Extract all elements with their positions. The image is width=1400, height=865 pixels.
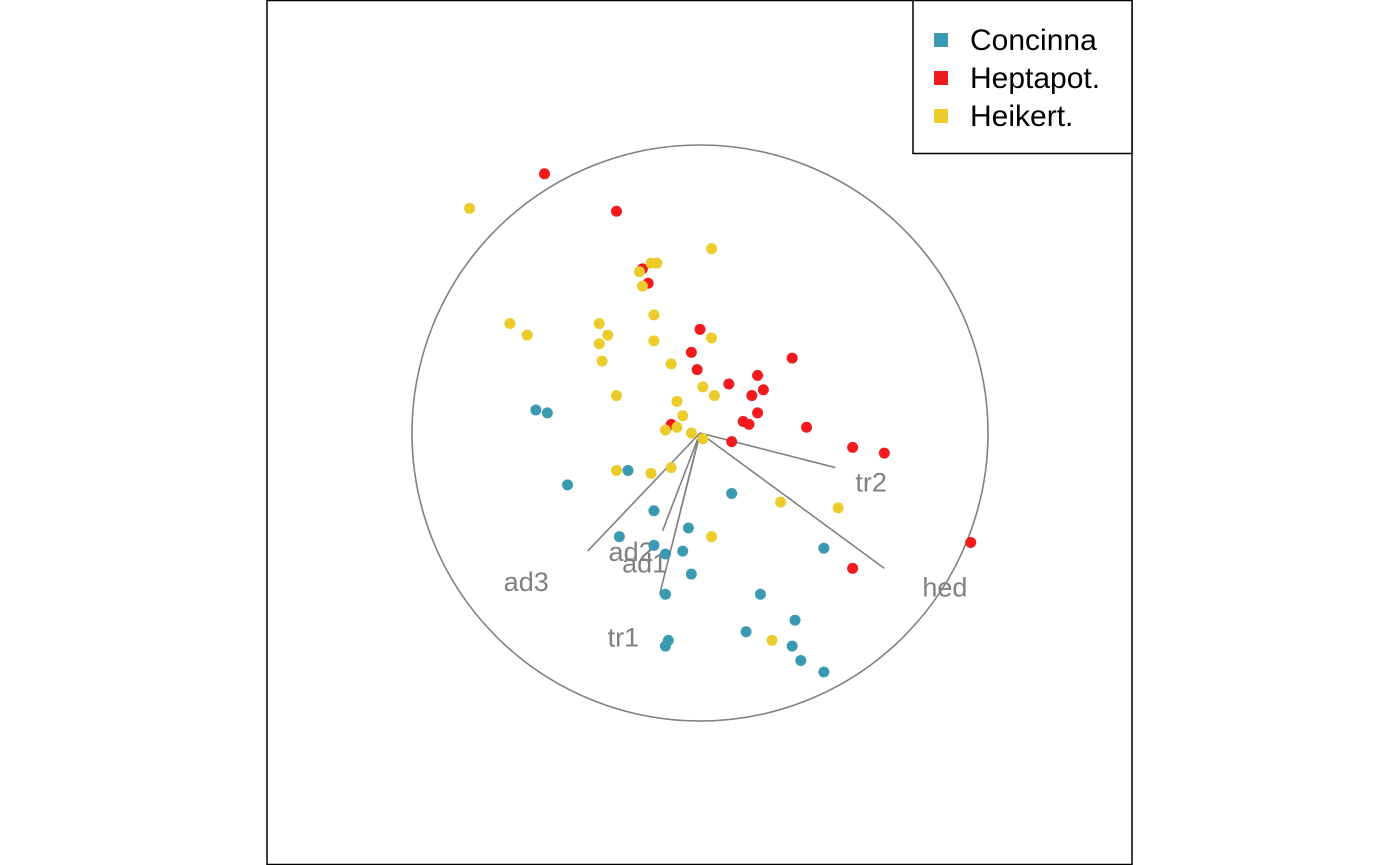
point-heptapot--11 (752, 407, 764, 419)
point-heikert--9 (648, 309, 660, 321)
point-heikert--17 (671, 395, 683, 407)
vector-label-tr2: tr2 (855, 468, 887, 498)
point-heptapot--6 (691, 364, 703, 376)
point-heptapot--21 (726, 436, 738, 448)
point-heikert--10 (636, 280, 648, 292)
point-heptapot--1 (610, 205, 622, 217)
legend-label-1: Heptapot. (970, 62, 1100, 95)
point-heikert--7 (610, 390, 622, 402)
vector-hed (699, 432, 885, 570)
legend-swatch-2 (934, 109, 948, 123)
point-heikert--8 (648, 335, 660, 347)
point-concinna-2 (562, 479, 574, 491)
point-heptapot--18 (878, 447, 890, 459)
point-heptapot--9 (757, 384, 769, 396)
point-heikert--4 (593, 338, 605, 350)
point-heikert--16 (665, 358, 677, 370)
point-heikert--28 (706, 531, 718, 543)
point-heikert--14 (706, 243, 718, 255)
point-heikert--2 (521, 329, 533, 341)
legend-box (912, 0, 1133, 155)
point-heikert--21 (671, 421, 683, 433)
point-heptapot--16 (801, 421, 813, 433)
point-heikert--13 (651, 257, 663, 269)
point-heikert--0 (464, 202, 476, 214)
legend-swatch-1 (934, 71, 948, 85)
vector-label-tr1: tr1 (608, 622, 640, 652)
point-concinna-15 (789, 614, 801, 626)
point-heptapot--20 (847, 562, 859, 574)
point-concinna-11 (659, 588, 671, 600)
vector-label-hed: hed (922, 572, 967, 602)
point-heikert--30 (832, 502, 844, 514)
point-heptapot--0 (538, 168, 550, 180)
point-concinna-1 (541, 407, 553, 419)
point-concinna-4 (648, 505, 660, 517)
point-heikert--27 (665, 462, 677, 474)
point-heikert--3 (593, 318, 605, 330)
point-concinna-14 (818, 542, 830, 554)
vector-ad3 (587, 432, 701, 552)
point-heikert--11 (634, 266, 646, 278)
point-concinna-0 (530, 404, 542, 416)
point-concinna-13 (754, 588, 766, 600)
point-heikert--19 (685, 427, 697, 439)
point-heptapot--5 (685, 346, 697, 358)
point-concinna-12 (726, 487, 738, 499)
point-concinna-6 (648, 539, 660, 551)
point-concinna-9 (677, 545, 689, 557)
point-heptapot--8 (752, 369, 764, 381)
point-concinna-18 (740, 626, 752, 638)
vector-ad2 (661, 432, 701, 532)
legend-swatch-0 (934, 33, 948, 47)
vector-label-ad3: ad3 (504, 567, 549, 597)
point-heptapot--10 (746, 390, 758, 402)
point-heikert--6 (596, 355, 608, 367)
point-heikert--20 (697, 433, 709, 445)
point-concinna-19 (795, 655, 807, 667)
point-heikert--24 (708, 390, 720, 402)
vector-label-ad2: ad2 (609, 537, 654, 567)
vector-tr1 (658, 432, 701, 595)
point-concinna-16 (786, 640, 798, 652)
point-heikert--25 (610, 464, 622, 476)
point-heikert--31 (766, 634, 778, 646)
point-heptapot--19 (965, 536, 977, 548)
legend: Concinna Heptapot. Heikert. (912, 0, 1133, 155)
legend-label-2: Heikert. (970, 100, 1073, 133)
point-concinna-5 (613, 531, 625, 543)
correlation-circle (411, 144, 989, 722)
point-heptapot--4 (694, 323, 706, 335)
point-heptapot--15 (786, 352, 798, 364)
vector-label-ad1: ad1 (622, 549, 667, 579)
vector-tr2 (699, 432, 836, 469)
legend-label-0: Concinna (970, 24, 1097, 57)
point-heikert--22 (659, 424, 671, 436)
point-concinna-10 (685, 568, 697, 580)
point-heptapot--13 (737, 415, 749, 427)
point-heptapot--7 (723, 378, 735, 390)
point-heikert--15 (706, 332, 718, 344)
point-concinna-8 (682, 522, 694, 534)
point-concinna-3 (622, 464, 634, 476)
point-heikert--26 (645, 467, 657, 479)
point-heikert--5 (602, 329, 614, 341)
point-concinna-7 (659, 548, 671, 560)
point-heikert--18 (677, 410, 689, 422)
point-concinna-21 (662, 634, 674, 646)
point-heikert--29 (775, 496, 787, 508)
point-concinna-20 (818, 666, 830, 678)
point-heikert--1 (504, 318, 516, 330)
point-heptapot--17 (847, 441, 859, 453)
point-heikert--23 (697, 381, 709, 393)
